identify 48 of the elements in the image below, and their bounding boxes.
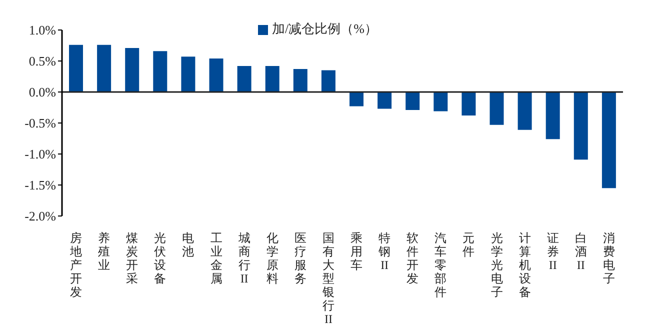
x-tick-label: 元件 (462, 231, 475, 258)
bar (125, 48, 140, 92)
x-tick-label: 证券II (546, 231, 559, 272)
x-tick-label: 光学光电子 (490, 231, 503, 299)
y-tick-label: 0.5% (28, 54, 56, 69)
bar (378, 92, 392, 109)
bar (490, 92, 504, 125)
x-tick-label: 国有大型银行II (321, 231, 334, 326)
x-tick-label: 医疗服务 (294, 231, 306, 286)
x-tick-label: 特钢II (378, 231, 391, 272)
y-tick-label: -1.5% (24, 178, 56, 193)
x-tick-label: 汽车零部件 (434, 231, 447, 299)
bar (209, 58, 224, 92)
x-tick-label: 化学原料 (266, 231, 278, 286)
bar (602, 92, 616, 188)
x-tick-label: 软件开发 (406, 231, 419, 286)
y-tick-label: -1.0% (24, 146, 56, 162)
bar (69, 44, 83, 92)
x-tick-label: 白酒II (574, 231, 587, 272)
bar (321, 70, 336, 92)
bar (265, 66, 280, 92)
x-tick-label: 工业金属 (210, 231, 222, 286)
bar (574, 92, 588, 160)
x-tick-label: 消费电子 (602, 231, 615, 286)
bar (406, 92, 420, 110)
bar (293, 69, 308, 92)
x-tick-label: 电池 (182, 231, 194, 258)
y-tick-label: 1.0% (28, 22, 56, 38)
bar (153, 51, 168, 92)
x-tick-label: 房地产开发 (69, 231, 82, 299)
bar (462, 92, 476, 116)
x-tick-label: 光伏设备 (154, 231, 166, 286)
x-tick-label: 乘用车 (350, 231, 363, 272)
bar (434, 92, 448, 112)
bar (237, 66, 252, 92)
y-tick-label: 0.0% (28, 84, 56, 100)
x-tick-label: 煤炭开采 (126, 231, 138, 286)
y-tick-label: -2.0% (24, 208, 56, 224)
bar (546, 92, 560, 140)
bar (518, 92, 532, 130)
x-tick-label: 计算机设备 (518, 231, 531, 299)
legend-label: 加/减仓比例（%） (272, 21, 378, 36)
y-tick-label: -0.5% (24, 116, 56, 131)
bar (97, 44, 112, 92)
x-tick-label: 养殖业 (98, 231, 110, 272)
bar (181, 56, 196, 92)
x-tick-label: 城商行II (237, 231, 250, 286)
bar (350, 92, 364, 106)
